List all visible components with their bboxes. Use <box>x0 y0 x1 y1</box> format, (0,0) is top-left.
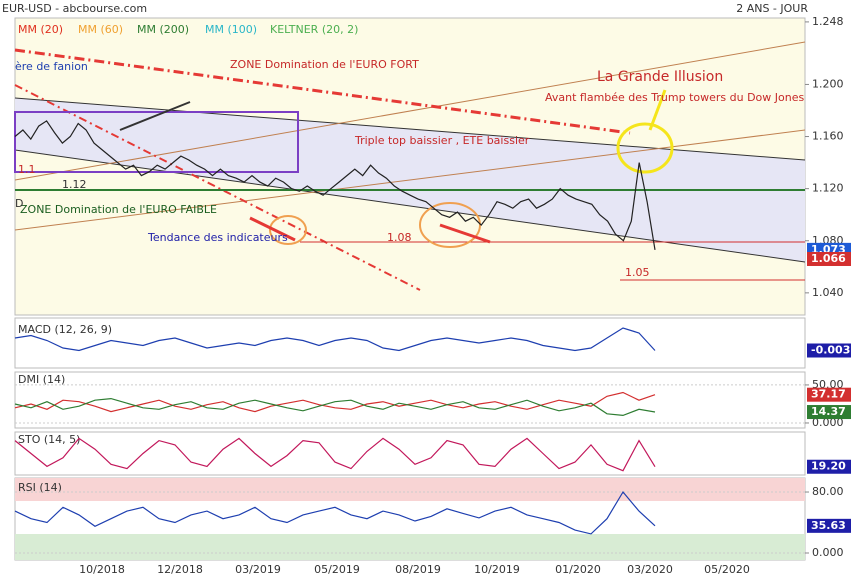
y-tick-label: 50.00 <box>812 378 844 391</box>
y-tick-label: 1.040 <box>812 286 844 299</box>
x-tick-label: 05/2019 <box>314 563 360 576</box>
trend-line <box>14 149 806 263</box>
highlight <box>616 122 674 174</box>
x-tick-label: 10/2018 <box>79 563 125 576</box>
x-tick-label: 12/2018 <box>157 563 203 576</box>
panel-title: DMI (14) <box>18 373 65 386</box>
highlight <box>269 215 307 245</box>
current-value-box <box>807 459 851 474</box>
legend-entry: MM (60) <box>78 23 123 36</box>
y-tick-label: 80.00 <box>812 485 844 498</box>
x-tick-label: 03/2019 <box>235 563 281 576</box>
panel-title: MACD (12, 26, 9) <box>18 323 112 336</box>
series-line <box>14 120 656 250</box>
oversold-zone <box>15 534 805 560</box>
panel-title: RSI (14) <box>18 481 62 494</box>
legend-entry: KELTNER (20, 2) <box>270 23 358 36</box>
arrow <box>119 101 191 131</box>
panel-title: STO (14, 5) <box>18 433 80 446</box>
legend-entry: MM (20) <box>18 23 63 36</box>
current-value-label: 19.20 <box>811 460 846 473</box>
annotation: Triple top baissier , ETE baissier <box>354 134 530 147</box>
series-line <box>14 391 656 413</box>
arrow <box>648 89 667 131</box>
annotation: ZONE Domination de l'EURO FORT <box>230 58 419 71</box>
current-value-label: 37.17 <box>811 388 846 401</box>
sto-panel <box>14 431 806 476</box>
legend-entry: MM (200) <box>137 23 189 36</box>
series-line <box>14 397 656 417</box>
series-line <box>14 490 656 535</box>
x-tick-label: 08/2019 <box>395 563 441 576</box>
current-value-label: 35.63 <box>811 519 846 532</box>
series-line <box>14 327 656 352</box>
annotation: 1.1 <box>18 163 36 176</box>
highlight <box>419 202 481 248</box>
dmi-panel <box>14 371 806 429</box>
overbought-zone <box>15 478 805 501</box>
flag-box <box>14 111 299 173</box>
x-tick-label: 03/2020 <box>627 563 673 576</box>
current-value-box <box>807 387 851 402</box>
x-tick-label: 05/2020 <box>704 563 750 576</box>
resistance <box>14 48 631 135</box>
annotation: ère de fanion <box>15 60 88 73</box>
current-value-box <box>807 518 851 533</box>
y-tick-label: 0.000 <box>812 416 844 429</box>
annotation: La Grande Illusion <box>597 69 723 85</box>
current-value-label: 1.066 <box>811 252 846 265</box>
y-tick-label: 1.160 <box>812 130 844 143</box>
y-tick-label: 0.000 <box>812 546 844 559</box>
y-tick-label: 1.200 <box>812 77 844 90</box>
annotation: Avant flambée des Trump towers du Dow Jo… <box>545 91 804 104</box>
current-value-box <box>807 343 851 358</box>
annotation: 1.12 <box>62 178 87 191</box>
annotation: 1.08 <box>387 231 412 244</box>
annotation: D <box>15 197 23 210</box>
y-tick-label: 1.248 <box>812 15 844 28</box>
annotation: Tendance des indicateurs <box>147 231 288 244</box>
series-line <box>14 437 656 472</box>
annotation: ZONE Domination de l'EURO FAIBLE <box>20 203 217 216</box>
x-tick-label: 01/2020 <box>555 563 601 576</box>
annotation: 1.05 <box>625 266 650 279</box>
resistance <box>14 84 421 291</box>
macd-panel <box>14 317 806 369</box>
x-tick-label: 10/2019 <box>474 563 520 576</box>
current-value-box <box>807 405 851 420</box>
trend-line <box>14 41 806 181</box>
current-value-label: -0.003 <box>811 344 850 357</box>
current-value-label: 14.37 <box>811 405 846 418</box>
chart-title: EUR-USD - abcbourse.com <box>2 2 147 15</box>
arrow <box>249 216 296 242</box>
chart-subtitle: 2 ANS - JOUR <box>736 2 808 15</box>
current-value-box <box>807 251 851 266</box>
legend-entry: MM (100) <box>205 23 257 36</box>
arrow <box>439 223 491 244</box>
y-tick-label: 1.120 <box>812 182 844 195</box>
